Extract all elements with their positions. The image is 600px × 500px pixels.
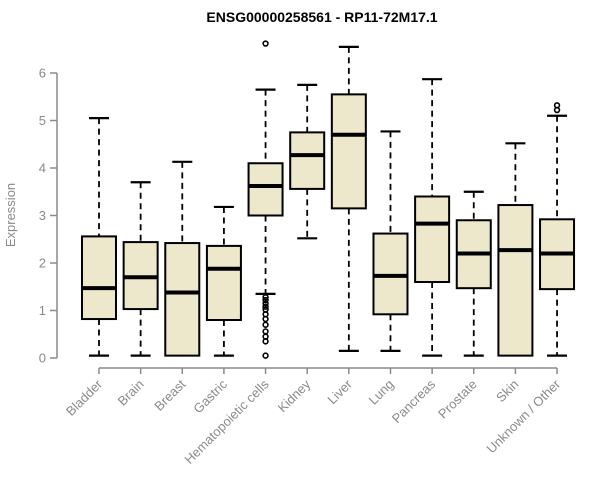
chart-title: ENSG00000258561 - RP11-72M17.1 (206, 9, 437, 25)
x-tick-label-bladder: Bladder (63, 376, 106, 419)
boxplot-bladder (81, 117, 117, 357)
x-tick-label-brain: Brain (115, 377, 147, 409)
boxplot-breast (164, 160, 201, 357)
y-tick-label-6: 6 (39, 66, 46, 81)
outlier-point (262, 294, 269, 301)
boxplot-liver (330, 45, 367, 352)
outlier-point (262, 300, 269, 307)
boxplot-prostate (455, 190, 492, 357)
y-axis-label: Expression (3, 183, 18, 247)
boxplot-hematopoietic-cells (247, 40, 284, 359)
x-tick-label-liver: Liver (324, 376, 355, 407)
boxplot-skin (497, 142, 534, 357)
x-tick-label-pancreas: Pancreas (389, 376, 439, 426)
x-tick-label-prostate: Prostate (435, 377, 480, 422)
iqr-box (497, 204, 534, 357)
boxplot-pancreas (414, 78, 451, 357)
outlier-point (262, 315, 269, 323)
y-tick-label-4: 4 (39, 161, 46, 176)
iqr-box (247, 162, 284, 217)
x-tick-label-gastric: Gastric (190, 376, 230, 416)
x-tick-label-breast: Breast (151, 376, 188, 413)
outlier-point (553, 102, 561, 109)
boxplot-brain (122, 181, 159, 357)
y-tick-label-1: 1 (39, 303, 46, 318)
boxplot-lung (372, 130, 409, 352)
x-tick-label-skin: Skin (493, 377, 521, 405)
outlier-point (262, 40, 269, 47)
iqr-box (81, 235, 117, 321)
y-tick-label-0: 0 (39, 351, 46, 366)
x-tick-label-unknown-other: Unknown / Other (484, 376, 564, 456)
iqr-box (205, 244, 242, 321)
iqr-box (164, 242, 201, 357)
x-tick-label-kidney: Kidney (275, 376, 314, 415)
boxplot-kidney (289, 83, 326, 240)
y-tick-label-5: 5 (39, 113, 46, 128)
x-tick-label-lung: Lung (366, 377, 397, 408)
iqr-box (330, 93, 367, 210)
outlier-point (262, 303, 269, 310)
iqr-box (414, 195, 451, 283)
outlier-point (262, 352, 269, 359)
boxplot-unknown-other (539, 102, 576, 357)
outlier-point (262, 296, 269, 304)
outlier-point (262, 338, 269, 345)
boxplot-gastric (205, 205, 242, 357)
y-tick-label-3: 3 (39, 208, 46, 223)
outlier-point (262, 321, 269, 328)
outlier-point (262, 328, 269, 335)
y-tick-label-2: 2 (39, 256, 46, 271)
iqr-box (289, 131, 326, 190)
